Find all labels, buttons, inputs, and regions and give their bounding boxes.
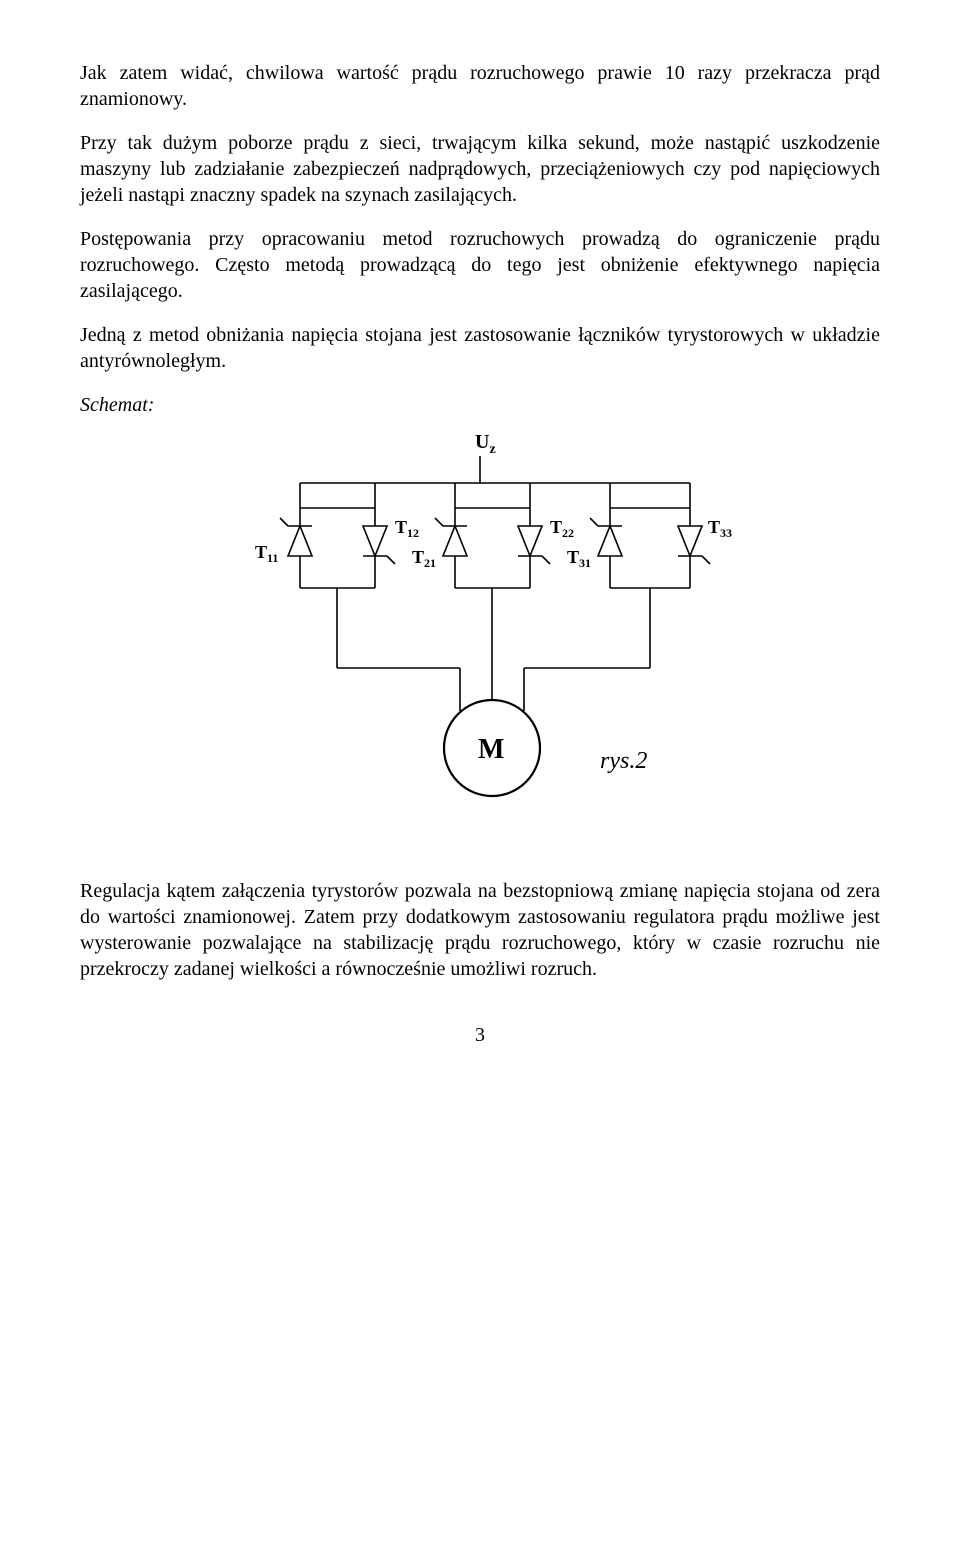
svg-text:T31: T31 [567, 547, 591, 570]
uz-label: U [475, 431, 489, 453]
svg-text:T22: T22 [550, 517, 574, 540]
paragraph-3: Postępowania przy opracowaniu metod rozr… [80, 226, 880, 304]
svg-text:T21: T21 [412, 547, 436, 570]
paragraph-5: Regulacja kątem załączenia tyrystorów po… [80, 878, 880, 982]
figure-label: rys.2 [600, 748, 647, 774]
paragraph-1: Jak zatem widać, chwilowa wartość prądu … [80, 60, 880, 112]
schematic-diagram: Uz [80, 428, 880, 848]
page-number: 3 [80, 1022, 880, 1048]
paragraph-4: Jedną z metod obniżania napięcia stojana… [80, 322, 880, 374]
svg-text:T11: T11 [255, 542, 278, 565]
svg-text:T12: T12 [395, 517, 419, 540]
svg-text:T33: T33 [708, 517, 732, 540]
uz-sub: z [489, 442, 495, 457]
motor-label: M [478, 734, 504, 765]
svg-text:Uz: Uz [475, 431, 496, 457]
schemat-label: Schemat: [80, 392, 880, 418]
paragraph-2: Przy tak dużym poborze prądu z sieci, tr… [80, 130, 880, 208]
